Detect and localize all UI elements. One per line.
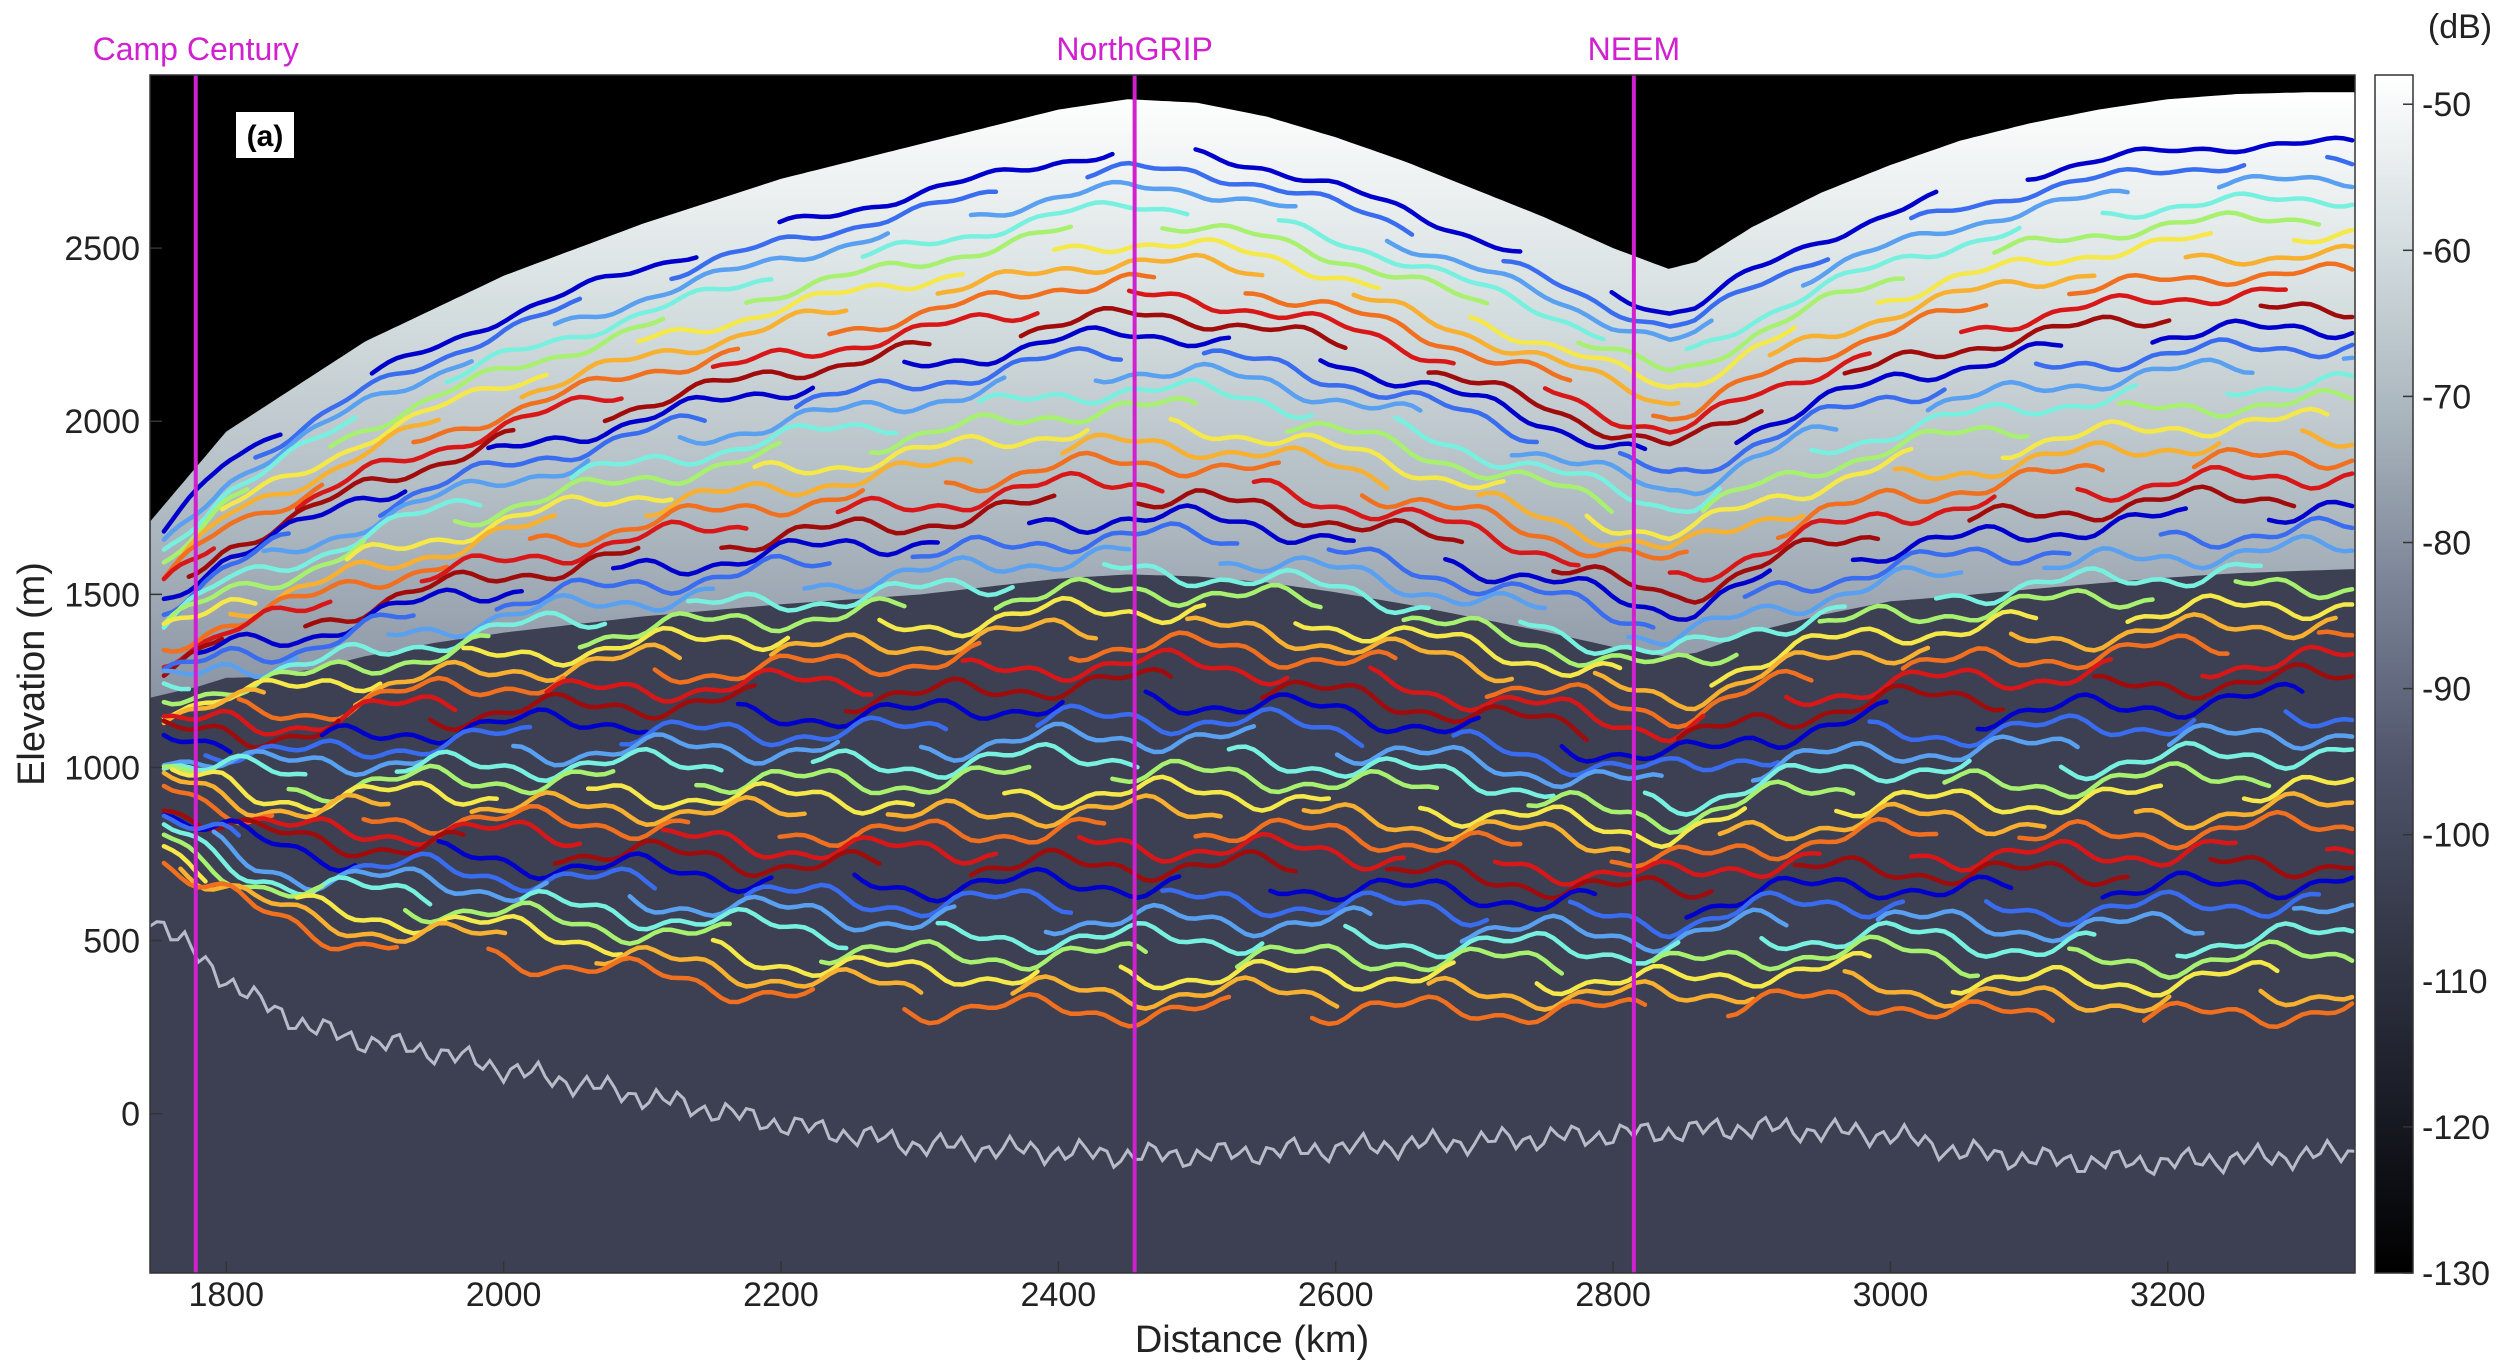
internal-layer-trace [161, 576, 2355, 707]
x-tick-label: 3200 [2130, 1276, 2206, 1314]
x-tick-label: 2000 [466, 1276, 542, 1314]
internal-layer-trace [186, 301, 2355, 579]
panel-label-box: (a) [236, 112, 294, 158]
internal-layer-trace [161, 464, 2355, 670]
x-axis: 1800 2000 2200 2400 2600 2800 3000 3200 [188, 1261, 2206, 1314]
internal-layer-trace [178, 866, 2355, 1014]
colorbar-tick-label: -50 [2422, 86, 2471, 124]
internal-layer-trace [161, 813, 2322, 940]
internal-layer-trace [236, 629, 2355, 730]
colorbar-tick-label: -70 [2422, 378, 2471, 416]
site-label: NorthGRIP [1056, 31, 1212, 67]
internal-layer-trace [161, 860, 2355, 1029]
site-label: Camp Century [93, 31, 299, 67]
internal-layer-trace [161, 533, 2355, 680]
y-tick-label: 2500 [64, 230, 140, 268]
plot-area: (a) [150, 75, 2355, 1273]
colorbar: -50 -60 -70 -80 -90 -100 -110 -120 -130 (dB) [2374, 8, 2492, 1293]
internal-layer-trace [244, 816, 2355, 887]
internal-layer-trace [161, 135, 2355, 534]
site-label: NEEM [1588, 31, 1680, 67]
internal-layer-trace [161, 406, 2330, 627]
upper-ice-echo-region [150, 92, 2355, 698]
colorbar-tick-label: -120 [2422, 1109, 2490, 1147]
internal-layer-trace [161, 612, 2338, 726]
colorbar-ticks: -50 -60 -70 -80 -90 -100 -110 -120 -130 [2403, 86, 2490, 1293]
panel-label: (a) [247, 120, 284, 153]
colorbar-scale [2374, 74, 2414, 1274]
y-tick-label: 500 [83, 923, 140, 961]
internal-layer-trace [161, 721, 2355, 790]
internal-layer-trace [161, 515, 2355, 672]
x-tick-label: 1800 [188, 1276, 264, 1314]
y-tick-label: 1500 [64, 576, 140, 614]
internal-layer-trace [161, 593, 2355, 720]
internal-layer-trace [161, 770, 2355, 854]
internal-layer-trace [161, 371, 2355, 630]
colorbar-tick-label: -100 [2422, 817, 2490, 855]
colorbar-tick-label: -110 [2422, 963, 2488, 1001]
internal-layer-trace [203, 703, 2355, 778]
x-tick-label: 2600 [1298, 1276, 1374, 1314]
x-tick-label: 3000 [1853, 1276, 1929, 1314]
internal-layer-trace [161, 812, 2355, 920]
internal-layer-trace [161, 843, 2280, 998]
internal-layer-trace [161, 318, 2355, 602]
x-tick-label: 2400 [1021, 1276, 1097, 1314]
internal-layer-trace [161, 286, 2288, 582]
internal-layer-trace [161, 243, 2355, 581]
ice-core-site-markers [193, 75, 1636, 1273]
y-tick-label: 0 [121, 1096, 140, 1134]
y-axis: 0 500 1000 1500 2000 2500 [64, 230, 162, 1134]
internal-layer-trace [161, 210, 2322, 565]
internal-layer-trace [161, 783, 2355, 869]
plot-frame [149, 74, 2356, 1274]
colorbar-tick-label: -130 [2422, 1255, 2490, 1293]
internal-layer-trace [161, 758, 2272, 835]
internal-layer-trace [161, 484, 2297, 678]
internal-layer-trace [228, 428, 2355, 619]
x-tick-label: 2200 [743, 1276, 819, 1314]
y-axis-title: Elevation (m) [11, 562, 53, 786]
x-axis-title: Distance (km) [1135, 1319, 1369, 1361]
y-tick-label: 1000 [64, 749, 140, 787]
colorbar-tick-label: -60 [2422, 232, 2471, 270]
colorbar-unit: (dB) [2428, 8, 2492, 46]
internal-layer-trace [161, 644, 2355, 744]
colorbar-tick-label: -90 [2422, 671, 2471, 709]
bed-reflection-line [150, 920, 2355, 1177]
internal-layer-trace [253, 154, 2355, 460]
internal-layer-trace [161, 447, 2355, 654]
internal-layer-trace [161, 822, 2355, 966]
internal-layer-trace [161, 662, 2355, 751]
internal-layer-trace [161, 388, 2355, 627]
internal-layer-trace [161, 261, 2355, 581]
site-labels: Camp Century NorthGRIP NEEM [93, 31, 1680, 67]
x-tick-label: 2800 [1575, 1276, 1651, 1314]
internal-layer-trace [161, 191, 2355, 552]
internal-layer-trace [161, 337, 2355, 618]
internal-layer-trace [211, 829, 2355, 954]
colorbar-tick-label: -80 [2422, 525, 2471, 563]
y-tick-label: 2000 [64, 403, 140, 441]
